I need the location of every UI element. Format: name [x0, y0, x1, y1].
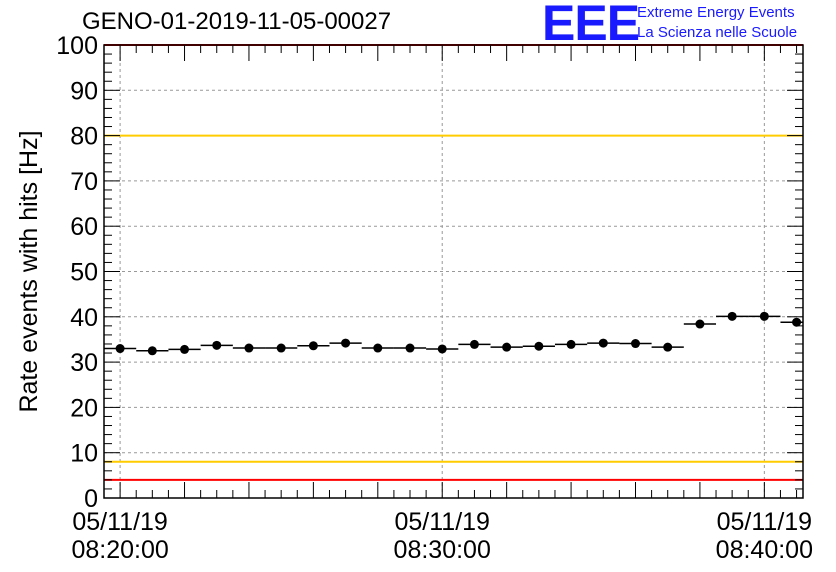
y-tick-label: 0	[84, 485, 98, 513]
data-point	[147, 346, 157, 356]
tick-labels: 010203040506070809010005/11/1908:20:0005…	[56, 32, 813, 564]
data-point	[759, 311, 769, 321]
data-point	[373, 343, 383, 353]
data-point	[437, 344, 447, 354]
y-tick-label: 100	[56, 32, 98, 60]
y-tick-label: 80	[70, 123, 98, 151]
x-tick-label-date: 05/11/19	[394, 508, 489, 536]
y-tick-label: 70	[70, 168, 98, 196]
x-tick-label-date: 05/11/19	[717, 508, 812, 536]
y-tick-label: 20	[70, 394, 98, 422]
data-point	[469, 339, 479, 349]
data-point	[630, 339, 640, 349]
data-point	[308, 341, 318, 351]
x-tick-label-time: 08:30:00	[394, 536, 491, 564]
x-tick-label-time: 08:40:00	[716, 536, 813, 564]
x-tick-label-time: 08:20:00	[71, 536, 168, 564]
data-point	[244, 343, 254, 353]
data-point	[566, 339, 576, 349]
grid-lines	[104, 45, 803, 498]
y-tick-label: 40	[70, 304, 98, 332]
data-point	[502, 342, 512, 352]
data-point	[341, 338, 351, 348]
reference-lines	[104, 44, 803, 481]
data-point	[663, 342, 673, 352]
data-point	[598, 338, 608, 348]
y-tick-label: 50	[70, 259, 98, 287]
logo-tagline-1: Extreme Energy Events	[637, 4, 795, 21]
logo-tagline-2: La Scienza nelle Scuole	[637, 24, 798, 41]
data-point	[534, 341, 544, 351]
data-point	[727, 311, 737, 321]
y-tick-label: 30	[70, 349, 98, 377]
y-tick-label: 10	[70, 440, 98, 468]
eee-logo: EEE	[542, 0, 640, 51]
chart-title: GENO-01-2019-11-05-00027	[82, 8, 392, 35]
y-axis-label: Rate events with hits [Hz]	[15, 130, 43, 412]
data-point	[180, 344, 190, 354]
data-point	[695, 319, 705, 329]
data-point	[115, 344, 125, 354]
axis-ticks	[104, 44, 803, 499]
y-tick-label: 90	[70, 77, 98, 105]
data-point	[792, 317, 802, 327]
data-point	[276, 343, 286, 353]
data-point	[405, 343, 415, 353]
y-tick-label: 60	[70, 213, 98, 241]
data-point	[212, 340, 222, 350]
x-tick-label-date: 05/11/19	[72, 508, 167, 536]
data-points	[104, 311, 803, 356]
